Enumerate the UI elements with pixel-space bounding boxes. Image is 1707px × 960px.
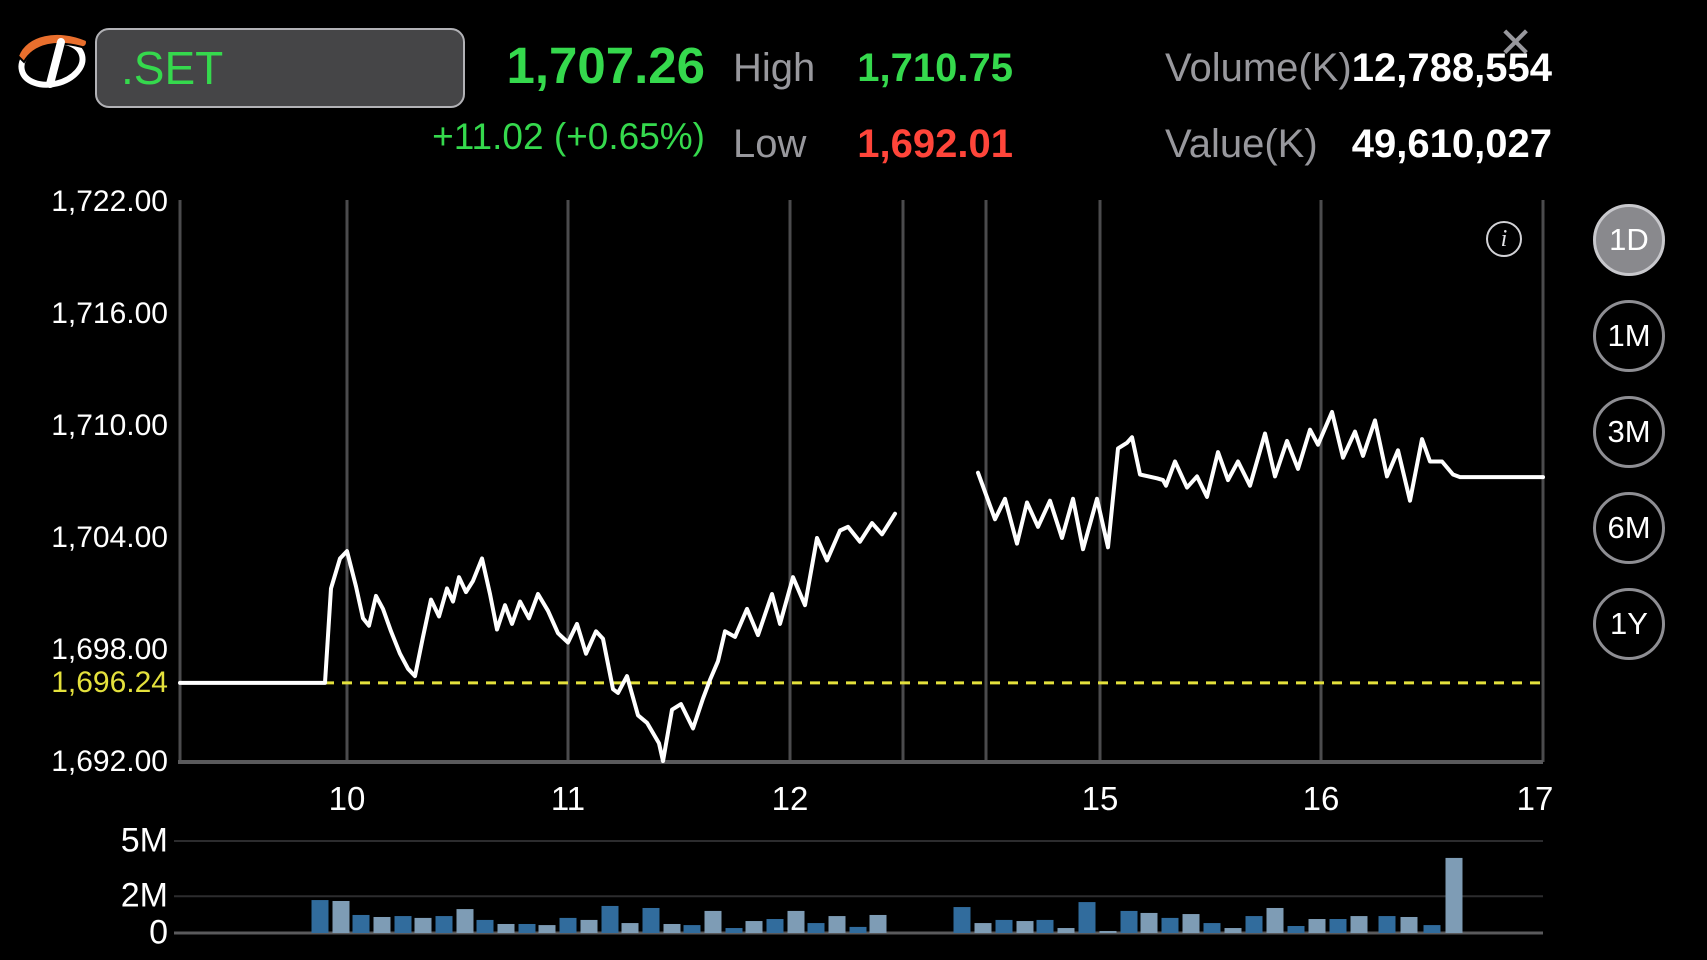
volume-bar <box>663 923 681 933</box>
x-axis-tick: 12 <box>771 780 809 817</box>
volume-bar <box>1423 925 1441 933</box>
volume-bar <box>476 919 494 933</box>
high-value: 1,710.75 <box>857 46 1013 90</box>
volume-bar <box>1287 926 1305 933</box>
volume-bar <box>1036 919 1054 933</box>
volume-bar <box>1350 916 1368 933</box>
volume-bar <box>1445 857 1463 933</box>
volume-bar <box>766 919 784 933</box>
volume-bar <box>1400 916 1418 933</box>
volume-bar <box>995 919 1013 933</box>
symbol-input[interactable]: .SET <box>95 28 465 108</box>
volume-axis-tick: 2M <box>120 876 168 915</box>
x-axis-tick: 10 <box>328 780 366 817</box>
volume-bar <box>1099 930 1117 933</box>
volume-bar <box>1120 910 1138 933</box>
volume-bar <box>332 900 350 933</box>
y-axis-tick: 1,704.00 <box>51 521 168 554</box>
volume-axis-tick: 0 <box>149 913 168 952</box>
y-axis-tick: 1,710.00 <box>51 409 168 442</box>
volume-bar <box>621 923 639 933</box>
volume-bar <box>1224 928 1242 933</box>
volume-bar <box>1266 907 1284 933</box>
price-line-morning <box>178 511 897 764</box>
prev-close-label: 1,696.24 <box>51 665 168 699</box>
info-icon[interactable]: i <box>1486 221 1522 257</box>
x-axis-tick: 16 <box>1302 780 1340 817</box>
volume-bar <box>1203 923 1221 933</box>
period-button-1y[interactable]: 1Y <box>1593 588 1665 660</box>
volume-bar <box>725 928 743 933</box>
volume-bar <box>974 923 992 933</box>
price-line-afternoon <box>976 410 1545 552</box>
period-selector: 1D 1M 3M 6M 1Y <box>1593 204 1665 684</box>
volume-bar <box>497 923 515 933</box>
volume-bar <box>414 917 432 933</box>
y-axis-tick: 1,692.00 <box>51 745 168 778</box>
volume-bar <box>538 925 556 933</box>
value-value: 49,610,027 <box>1351 122 1552 166</box>
volume-bar <box>1182 914 1200 933</box>
period-button-6m[interactable]: 6M <box>1593 492 1665 564</box>
volume-bar <box>683 925 701 933</box>
y-axis-tick: 1,716.00 <box>51 297 168 330</box>
price-change: +11.02 (+0.65%) <box>432 116 705 157</box>
volume-bar <box>518 923 536 933</box>
volume-bar <box>953 907 971 933</box>
volume-bar <box>394 916 412 933</box>
volume-bar <box>373 916 391 933</box>
volume-bar <box>435 916 453 933</box>
last-price: 1,707.26 <box>506 37 705 94</box>
x-axis-tick: 17 <box>1516 780 1554 817</box>
volume-bar <box>580 919 598 933</box>
volume-bar <box>1016 921 1034 933</box>
volume-bar <box>1161 917 1179 933</box>
volume-bar <box>456 909 474 933</box>
volume-axis-tick: 5M <box>120 821 168 860</box>
value-label: Value(K) <box>1165 122 1318 166</box>
volume-bar <box>869 914 887 933</box>
volume-bar <box>1057 928 1075 933</box>
high-label: High <box>733 46 816 90</box>
x-axis-tick: 11 <box>550 780 586 817</box>
volume-bar <box>787 910 805 933</box>
volume-bar <box>828 916 846 933</box>
volume-bar <box>642 907 660 933</box>
broker-logo <box>16 33 88 88</box>
volume-bar <box>1078 902 1096 933</box>
low-label: Low <box>733 122 807 166</box>
volume-bar <box>1245 916 1263 933</box>
period-button-1d[interactable]: 1D <box>1593 204 1665 276</box>
volume-bar <box>704 910 722 933</box>
volume-label: Volume(K) <box>1165 46 1352 90</box>
volume-bar <box>1329 919 1347 933</box>
volume-bar <box>849 926 867 933</box>
volume-bar <box>1140 912 1158 933</box>
volume-bar <box>311 900 329 933</box>
volume-value: 12,788,554 <box>1351 46 1552 90</box>
symbol-text: .SET <box>121 42 224 94</box>
x-axis-tick: 15 <box>1081 780 1119 817</box>
y-axis-tick: 1,722.00 <box>51 185 168 218</box>
volume-bar <box>745 921 763 933</box>
y-axis-tick: 1,698.00 <box>51 633 168 666</box>
close-icon[interactable]: ✕ <box>1498 19 1534 66</box>
volume-bar <box>601 905 619 933</box>
volume-bar <box>559 917 577 933</box>
period-button-1m[interactable]: 1M <box>1593 300 1665 372</box>
volume-bar <box>1308 919 1326 933</box>
volume-bar <box>1378 916 1396 933</box>
volume-bar <box>352 914 370 933</box>
low-value: 1,692.01 <box>857 122 1013 166</box>
volume-bar <box>807 923 825 933</box>
period-button-3m[interactable]: 3M <box>1593 396 1665 468</box>
